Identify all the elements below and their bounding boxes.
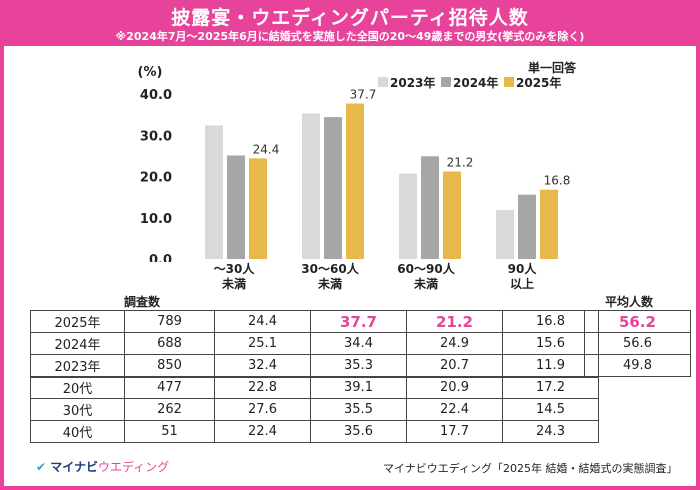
table-cell: 35.5 (310, 398, 407, 421)
row-label: 30代 (30, 398, 125, 421)
legend-swatch (441, 77, 451, 87)
legend-label: 2024年 (453, 75, 498, 90)
row-label: 2025年 (30, 310, 125, 333)
bar-2024年-3 (518, 194, 536, 259)
row-count: 789 (124, 310, 215, 333)
count-column-header: 調査数 (124, 295, 161, 309)
average-row: 56.2 (584, 310, 691, 333)
row-count: 51 (124, 420, 215, 443)
table-cell: 22.4 (214, 420, 311, 443)
y-tick-label: 40.0 (140, 88, 172, 103)
chart-subtitle: ※2024年7月～2025年6月に結婚式を実施した全国の20～49歳までの男女(… (115, 30, 585, 43)
legend-swatch (378, 77, 388, 87)
bar-2025年-1 (346, 103, 364, 259)
y-tick-label: 10.0 (140, 212, 172, 227)
y-axis-unit: (%) (138, 65, 163, 80)
bar-2024年-1 (324, 117, 342, 259)
table-cell: 20.9 (406, 375, 503, 399)
logo-mark-icon: ✔ (36, 460, 47, 474)
table-cell: 32.4 (214, 354, 311, 377)
bar-2025年-3 (540, 189, 558, 259)
category-label: 30～60人 未満 (301, 262, 359, 291)
table-cell: 17.2 (502, 375, 599, 399)
bar-2024年-0 (227, 155, 245, 259)
answer-type-note: 単一回答 (528, 60, 577, 75)
legend-label: 2025年 (516, 75, 561, 90)
table-cell: 14.5 (502, 398, 599, 421)
category-label: ～30人 未満 (213, 262, 255, 291)
table-cell: 22.4 (406, 398, 503, 421)
table-cell: 21.2 (406, 310, 503, 333)
category-label: 90人 以上 (507, 262, 537, 291)
row-label: 2024年 (30, 332, 125, 355)
bar-value-label: 24.4 (253, 142, 280, 156)
y-tick-label: 30.0 (140, 129, 172, 144)
table-row: 40代 51 22.4 35.6 17.7 24.3 (30, 420, 599, 443)
table-cell: 35.6 (310, 420, 407, 443)
average-value: 49.8 (584, 354, 691, 377)
table-cell: 17.7 (406, 420, 503, 443)
y-tick-label: 0.0 (149, 253, 172, 262)
row-count: 477 (124, 375, 215, 399)
average-row: 56.6 (584, 332, 691, 355)
bar-value-label: 21.2 (447, 156, 474, 170)
header-bar: 披露宴・ウエディングパーティ招待人数 ※2024年7月～2025年6月に結婚式を… (0, 0, 700, 46)
row-count: 850 (124, 354, 215, 377)
row-count: 688 (124, 332, 215, 355)
table-cell: 20.7 (406, 354, 503, 377)
table-row: 2023年 850 32.4 35.3 20.7 11.9 (30, 354, 599, 377)
table-cell: 24.4 (214, 310, 311, 333)
bar-2023年-2 (399, 173, 417, 259)
table-cell: 22.8 (214, 375, 311, 399)
table-cell: 37.7 (310, 310, 407, 333)
table-row: 2025年 789 24.4 37.7 21.2 16.8 (30, 310, 599, 333)
average-row: 49.8 (584, 354, 691, 377)
table-row: 2024年 688 25.1 34.4 24.9 15.6 (30, 332, 599, 355)
legend-label: 2023年 (390, 75, 435, 90)
category-label: 60～90人 未満 (397, 262, 455, 291)
data-table: 2025年 789 24.4 37.7 21.2 16.8 2024年 688 25.1 34.4… (30, 310, 599, 443)
table-row: 30代 262 27.6 35.5 22.4 14.5 (30, 398, 599, 421)
bar-2023年-1 (302, 113, 320, 259)
bar-2023年-0 (205, 125, 223, 259)
bar-2025年-2 (443, 171, 461, 259)
row-label: 40代 (30, 420, 125, 443)
bar-2024年-2 (421, 156, 439, 259)
table-cell: 34.4 (310, 332, 407, 355)
chart-title: 披露宴・ウエディングパーティ招待人数 (171, 7, 529, 29)
row-label: 2023年 (30, 354, 125, 377)
average-value: 56.6 (584, 332, 691, 355)
table-row: 20代 477 22.8 39.1 20.9 17.2 (30, 375, 599, 399)
average-table: 56.2 56.6 49.8 (584, 310, 691, 377)
table-cell: 27.6 (214, 398, 311, 421)
brand-logo: ✔ マイナビウエディング (36, 460, 170, 474)
table-cell: 35.3 (310, 354, 407, 377)
legend-swatch (504, 77, 514, 87)
table-cell: 25.1 (214, 332, 311, 355)
row-label: 20代 (30, 375, 125, 399)
row-count: 262 (124, 398, 215, 421)
bar-2025年-0 (249, 158, 267, 259)
bar-2023年-3 (496, 209, 514, 259)
table-cell: 24.3 (502, 420, 599, 443)
bar-chart: (%) 0.0 10.0 20.0 30.0 40.0 24.4 37.7 21.2 16.8… (138, 60, 577, 262)
average-value: 56.2 (584, 310, 691, 333)
average-column-header: 平均人数 (605, 295, 654, 309)
bar-value-label: 37.7 (350, 87, 377, 101)
table-cell: 39.1 (310, 375, 407, 399)
table-cell: 24.9 (406, 332, 503, 355)
y-tick-label: 20.0 (140, 171, 172, 186)
source-note: マイナビウエディング「2025年 結婚・結婚式の実態調査」 (383, 462, 678, 475)
bar-value-label: 16.8 (544, 174, 571, 188)
